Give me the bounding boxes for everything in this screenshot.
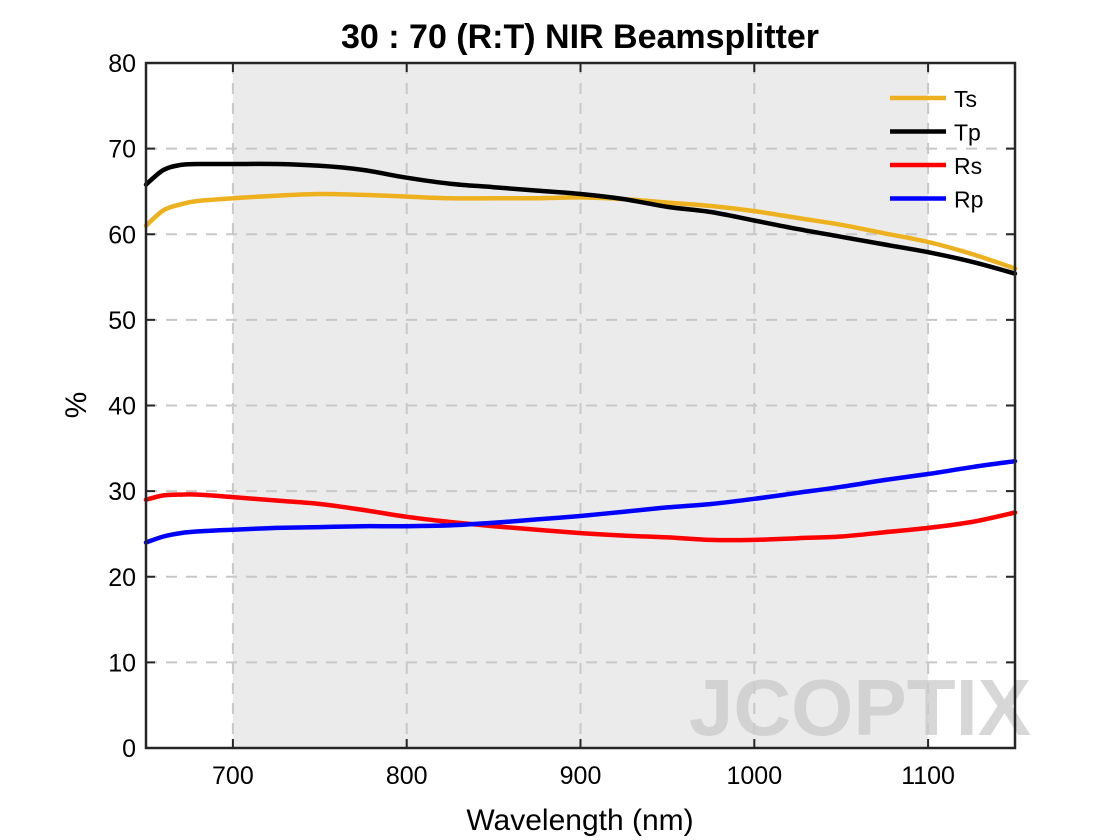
- series-line-rs: [143, 492, 1018, 543]
- axes: [144, 61, 1017, 750]
- y-tick-label: 10: [108, 649, 136, 677]
- data-series: [143, 161, 1018, 545]
- grid-lines: [146, 63, 1015, 748]
- series-line-rp: [143, 458, 1018, 545]
- legend-label-tp: Tp: [954, 120, 981, 146]
- chart-title: 30 : 70 (R:T) NIR Beamsplitter: [341, 18, 819, 56]
- y-tick-label: 80: [108, 50, 136, 78]
- x-tick-label: 700: [212, 762, 254, 790]
- legend-label-ts: Ts: [954, 86, 977, 112]
- tick-labels: 700 800 900 1000 1100 0 10 20 30 40 50 60 70 80: [108, 50, 955, 790]
- y-tick-label: 20: [108, 564, 136, 592]
- series-line-tp: [143, 161, 1018, 276]
- x-tick-label: 1100: [901, 762, 955, 790]
- legend-label-rp: Rp: [954, 187, 983, 213]
- legend: Ts Tp Rs Rp: [890, 86, 983, 213]
- watermark-text: JCOPTIX: [689, 663, 1031, 752]
- x-tick-label: 800: [386, 762, 428, 790]
- x-axis-label: Wavelength (nm): [466, 804, 693, 837]
- y-tick-label: 60: [108, 221, 136, 249]
- y-tick-label: 40: [108, 393, 136, 421]
- x-tick-label: 900: [560, 762, 602, 790]
- y-axis-label: %: [60, 392, 93, 419]
- y-tick-label: 50: [108, 307, 136, 335]
- y-tick-label: 70: [108, 136, 136, 164]
- y-tick-label: 30: [108, 478, 136, 506]
- y-tick-label: 0: [122, 735, 136, 763]
- x-tick-label: 1000: [726, 762, 782, 790]
- legend-label-rs: Rs: [954, 153, 982, 179]
- watermark-logo: JCOPTIX: [689, 663, 1031, 752]
- series-line-ts: [143, 191, 1018, 271]
